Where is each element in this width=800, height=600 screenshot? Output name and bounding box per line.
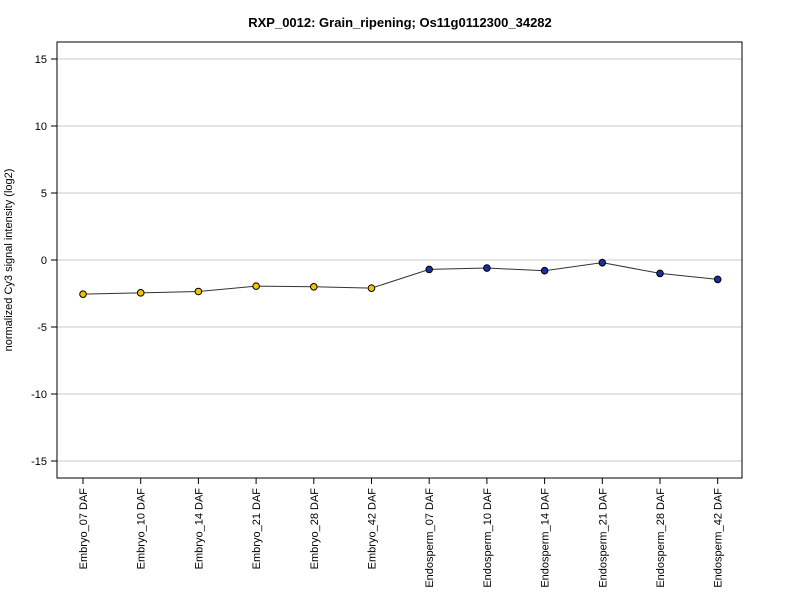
series-layer — [79, 258, 722, 298]
x-tick-label: Embryo_14 DAF — [193, 488, 205, 570]
x-tick-label: Endosperm_42 DAF — [713, 488, 725, 588]
data-point — [194, 287, 203, 296]
y-tick-label: 15 — [35, 54, 47, 66]
data-point — [483, 264, 491, 272]
x-tick-label: Endosperm_28 DAF — [655, 488, 667, 588]
x-tick-label: Endosperm_21 DAF — [597, 488, 609, 588]
y-tick-label: 10 — [35, 121, 47, 133]
chart-title: RXP_0012: Grain_ripening; Os11g0112300_3… — [248, 15, 552, 30]
x-tick-label: Embryo_07 DAF — [78, 488, 90, 570]
data-point — [425, 265, 434, 274]
x-tick-label: Embryo_21 DAF — [251, 488, 263, 570]
y-tick-label: -15 — [31, 456, 47, 468]
data-point — [252, 282, 260, 290]
x-tick-label: Endosperm_07 DAF — [424, 488, 436, 588]
x-tick-label: Endosperm_10 DAF — [482, 488, 494, 588]
y-tick-label: -10 — [31, 389, 47, 401]
data-point — [598, 258, 607, 267]
data-point — [713, 275, 722, 284]
x-tick-label: Endosperm_14 DAF — [540, 488, 552, 588]
data-point — [79, 290, 87, 298]
x-axis: Embryo_07 DAF Embryo_10 DAF Embryo_14 DAF E… — [78, 478, 725, 588]
x-tick-label: Embryo_10 DAF — [136, 488, 148, 570]
x-tick-label: Embryo_42 DAF — [367, 488, 379, 570]
grid-layer — [57, 58, 742, 462]
data-point — [310, 283, 318, 291]
y-tick-label: 0 — [41, 255, 47, 267]
data-point — [136, 289, 145, 297]
x-tick-label: Embryo_28 DAF — [309, 488, 321, 570]
y-axis-label: normalized Cy3 signal intensity (log2) — [3, 169, 15, 352]
data-point — [656, 269, 664, 278]
series-line — [82, 262, 718, 295]
data-point — [367, 284, 376, 292]
y-axis: -15 -10 -5 0 5 10 15 — [31, 54, 57, 468]
y-tick-label: -5 — [37, 322, 47, 334]
y-tick-label: 5 — [41, 188, 47, 200]
data-point — [540, 266, 549, 275]
